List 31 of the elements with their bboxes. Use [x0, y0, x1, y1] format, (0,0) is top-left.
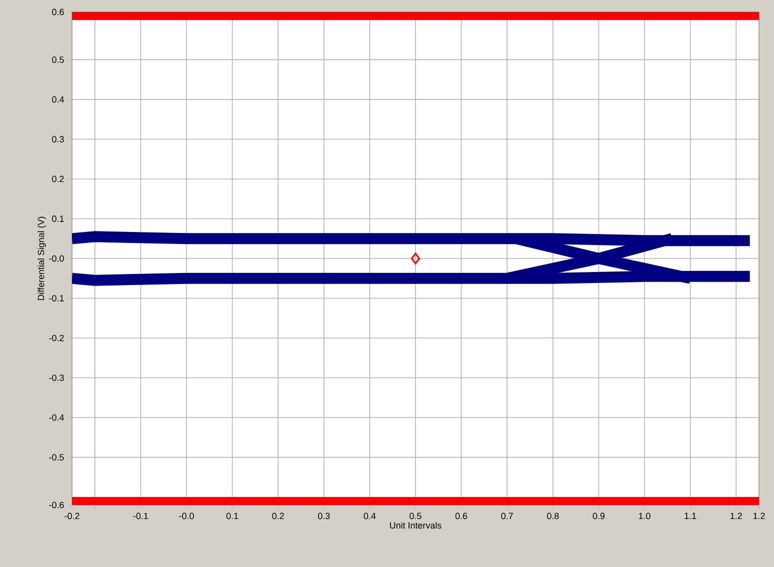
y-tick-label: -0.2 [49, 334, 64, 342]
x-tick-label: 0.1 [226, 512, 238, 520]
y-tick-label: -0.4 [49, 414, 64, 421]
y-tick-label: -0.0 [49, 255, 64, 262]
x-tick-label: 1.2 [753, 512, 765, 520]
x-tick-label: 1.2 [730, 512, 742, 520]
y-tick-label: 0.3 [52, 136, 64, 142]
x-axis-title: Unit Intervals [390, 522, 442, 529]
x-tick-label: 0.3 [318, 512, 330, 520]
x-tick-label: 0.6 [455, 512, 468, 520]
x-tick-label: -0.0 [179, 512, 194, 520]
y-tick-label: -0.5 [49, 454, 64, 460]
y-axis-title: Differential Signal (V) [38, 216, 46, 300]
x-tick-label: 0.2 [272, 512, 284, 520]
x-tick-label: 0.4 [364, 512, 376, 520]
y-tick-label: 0.6 [52, 8, 64, 16]
y-tick-label: 0.4 [52, 96, 64, 103]
y-tick-label: 0.1 [52, 216, 64, 222]
y-tick-label: 0.2 [52, 176, 64, 182]
x-tick-label: 0.7 [501, 512, 513, 520]
x-tick-label: -0.2 [64, 512, 80, 520]
x-tick-label: -0.1 [133, 512, 148, 520]
x-tick-label: 0.9 [592, 512, 605, 520]
y-tick-label: -0.1 [49, 295, 64, 302]
y-tick-label: -0.3 [49, 374, 64, 381]
x-tick-label: 0.8 [547, 512, 559, 520]
y-tick-label: -0.6 [49, 502, 64, 508]
y-tick-label: 0.5 [52, 56, 64, 63]
x-tick-label: 1.1 [684, 512, 696, 519]
x-tick-label: 0.5 [410, 512, 422, 520]
x-tick-label: 1.0 [638, 512, 650, 520]
